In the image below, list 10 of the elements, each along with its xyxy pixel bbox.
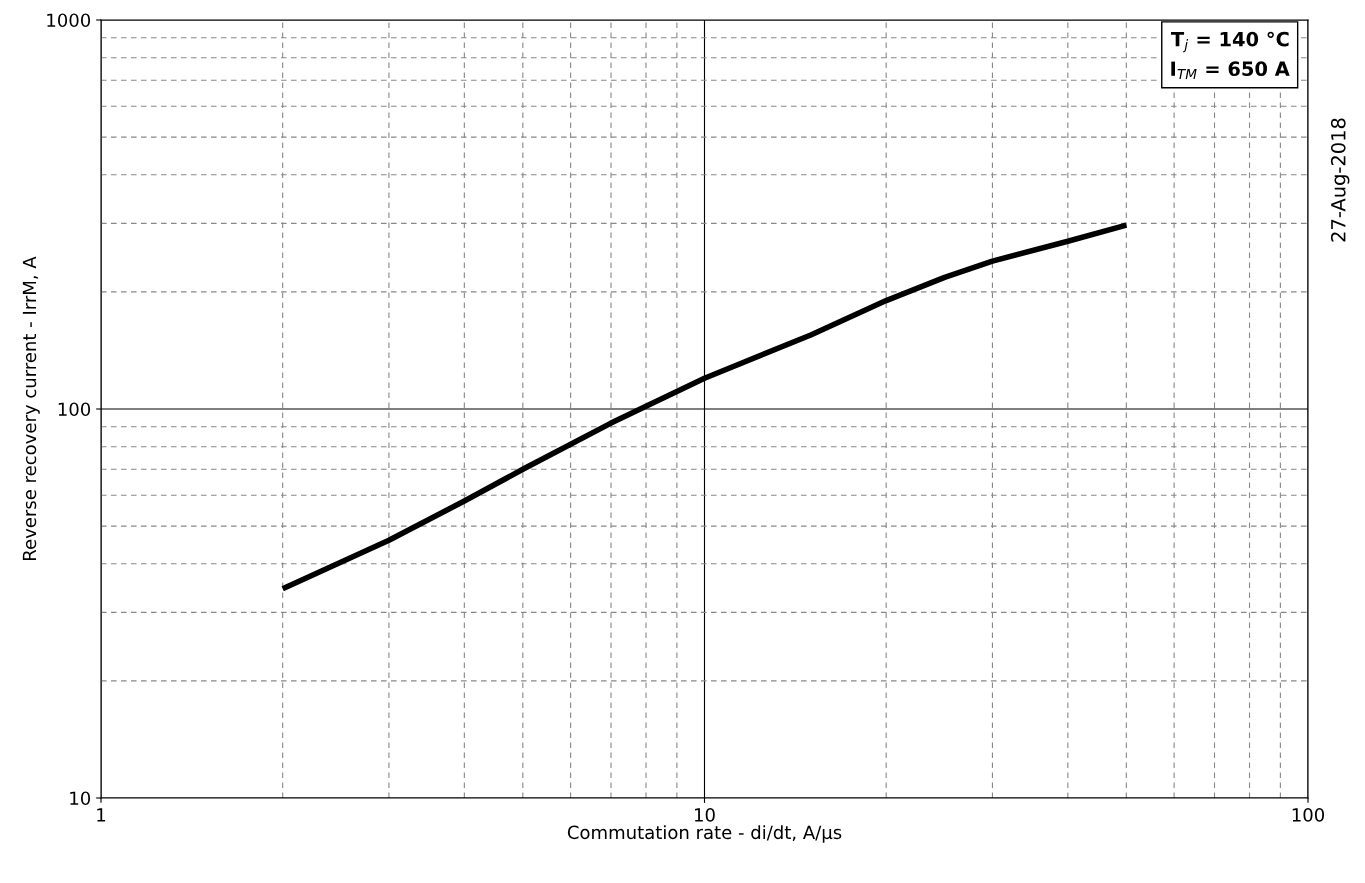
x-tick-label: 10 <box>695 808 715 822</box>
y-axis-title: Reverse recovery current - IrrM, A <box>22 256 40 560</box>
text: 27-Aug-2018 <box>1330 118 1350 242</box>
x-axis-title: Commutation rate - di/dt, A/µs <box>567 825 842 843</box>
text: T$_{j}$ = 140 °C I$_{TM}$ = 650 A <box>1170 31 1290 79</box>
y-tick-label: 1000 <box>47 13 91 28</box>
y-tick-label: 10 <box>70 791 91 806</box>
x-tick-label: 1 <box>97 808 106 822</box>
x-tick-label: 100 <box>1292 808 1325 822</box>
y-tick-label: 100 <box>58 402 91 417</box>
